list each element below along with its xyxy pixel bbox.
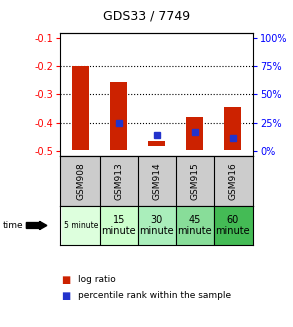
Text: GSM914: GSM914 <box>152 162 161 200</box>
Text: 30
minute: 30 minute <box>139 215 174 236</box>
Text: 15
minute: 15 minute <box>102 215 136 236</box>
Bar <box>100 206 138 245</box>
Bar <box>214 206 252 245</box>
Bar <box>138 206 176 245</box>
Text: GSM908: GSM908 <box>76 162 86 200</box>
Text: GDS33 / 7749: GDS33 / 7749 <box>103 10 190 23</box>
Text: 60
minute: 60 minute <box>215 215 250 236</box>
Text: GSM913: GSM913 <box>114 162 123 200</box>
Text: ■: ■ <box>62 291 71 301</box>
Bar <box>62 206 100 245</box>
Text: GSM916: GSM916 <box>228 162 237 200</box>
Text: 5 minute: 5 minute <box>64 221 98 230</box>
Bar <box>148 141 165 146</box>
Bar <box>72 66 89 150</box>
Text: log ratio: log ratio <box>78 275 115 284</box>
Bar <box>224 107 241 150</box>
Text: percentile rank within the sample: percentile rank within the sample <box>78 291 231 301</box>
Text: ■: ■ <box>62 275 71 284</box>
Text: 45
minute: 45 minute <box>177 215 212 236</box>
Text: GSM915: GSM915 <box>190 162 199 200</box>
Bar <box>176 206 214 245</box>
Text: time: time <box>3 221 23 230</box>
Bar <box>186 117 203 150</box>
Bar <box>110 82 127 150</box>
